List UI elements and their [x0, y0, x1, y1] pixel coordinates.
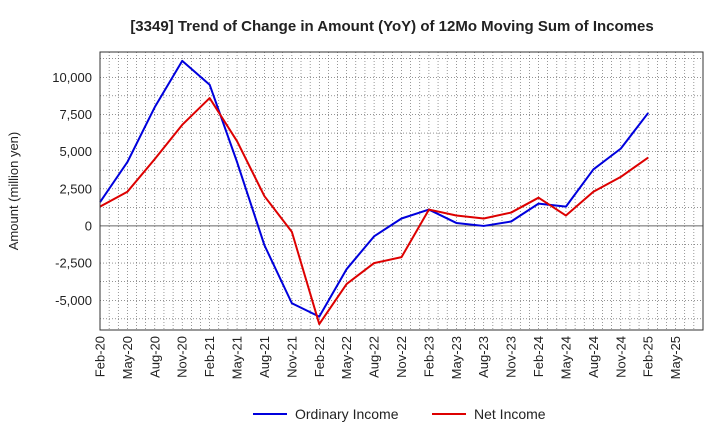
- y-tick-label: 0: [85, 218, 92, 233]
- x-tick-label: Nov-24: [613, 336, 628, 378]
- x-tick-label: May-21: [230, 336, 245, 379]
- x-tick-label: Aug-24: [586, 336, 601, 378]
- y-tick-label: -2,500: [55, 256, 92, 271]
- x-tick-label: Nov-21: [284, 336, 299, 378]
- y-tick-labels: 10,000 7,500 5,000 2,500 0 -2,500 -5,000: [52, 70, 92, 308]
- y-tick-label: -5,000: [55, 293, 92, 308]
- legend-label: Net Income: [474, 406, 546, 422]
- y-tick-label: 5,000: [59, 144, 92, 159]
- x-tick-label: Feb-24: [531, 336, 546, 377]
- grid: [100, 52, 703, 330]
- x-tick-label: Aug-22: [367, 336, 382, 378]
- y-tick-label: 7,500: [59, 107, 92, 122]
- legend-label: Ordinary Income: [295, 406, 399, 422]
- chart-title: [3349] Trend of Change in Amount (YoY) o…: [130, 18, 653, 35]
- x-tick-label: May-23: [449, 336, 464, 379]
- x-tick-label: Feb-25: [641, 336, 656, 377]
- x-tick-label: Nov-23: [504, 336, 519, 378]
- y-tick-label: 2,500: [59, 181, 92, 196]
- x-tick-label: Feb-20: [93, 336, 108, 377]
- x-tick-label: Feb-21: [202, 336, 217, 377]
- series-line-net-income: [99, 97, 649, 326]
- x-tick-label: May-24: [558, 336, 573, 379]
- x-tick-labels: Feb-20 May-20 Aug-20 Nov-20 Feb-21 May-21 Aug-…: [93, 336, 684, 379]
- x-tick-label: Feb-22: [312, 336, 327, 377]
- y-tick-label: 10,000: [52, 70, 92, 85]
- series-layer: [99, 59, 649, 326]
- x-tick-label: Aug-20: [147, 336, 162, 378]
- series-line-ordinary-income: [99, 59, 649, 318]
- legend: Ordinary Income Net Income: [253, 406, 546, 422]
- x-tick-label: Nov-22: [394, 336, 409, 378]
- x-tick-label: Aug-21: [257, 336, 272, 378]
- x-tick-label: Feb-23: [421, 336, 436, 377]
- plot-frame: [99, 51, 704, 331]
- x-tick-label: May-20: [120, 336, 135, 379]
- x-tick-label: Nov-20: [175, 336, 190, 378]
- y-axis-label: Amount (million yen): [6, 132, 21, 251]
- x-tick-label: Aug-23: [476, 336, 491, 378]
- x-tick-label: May-25: [668, 336, 683, 379]
- x-tick-label: May-22: [339, 336, 354, 379]
